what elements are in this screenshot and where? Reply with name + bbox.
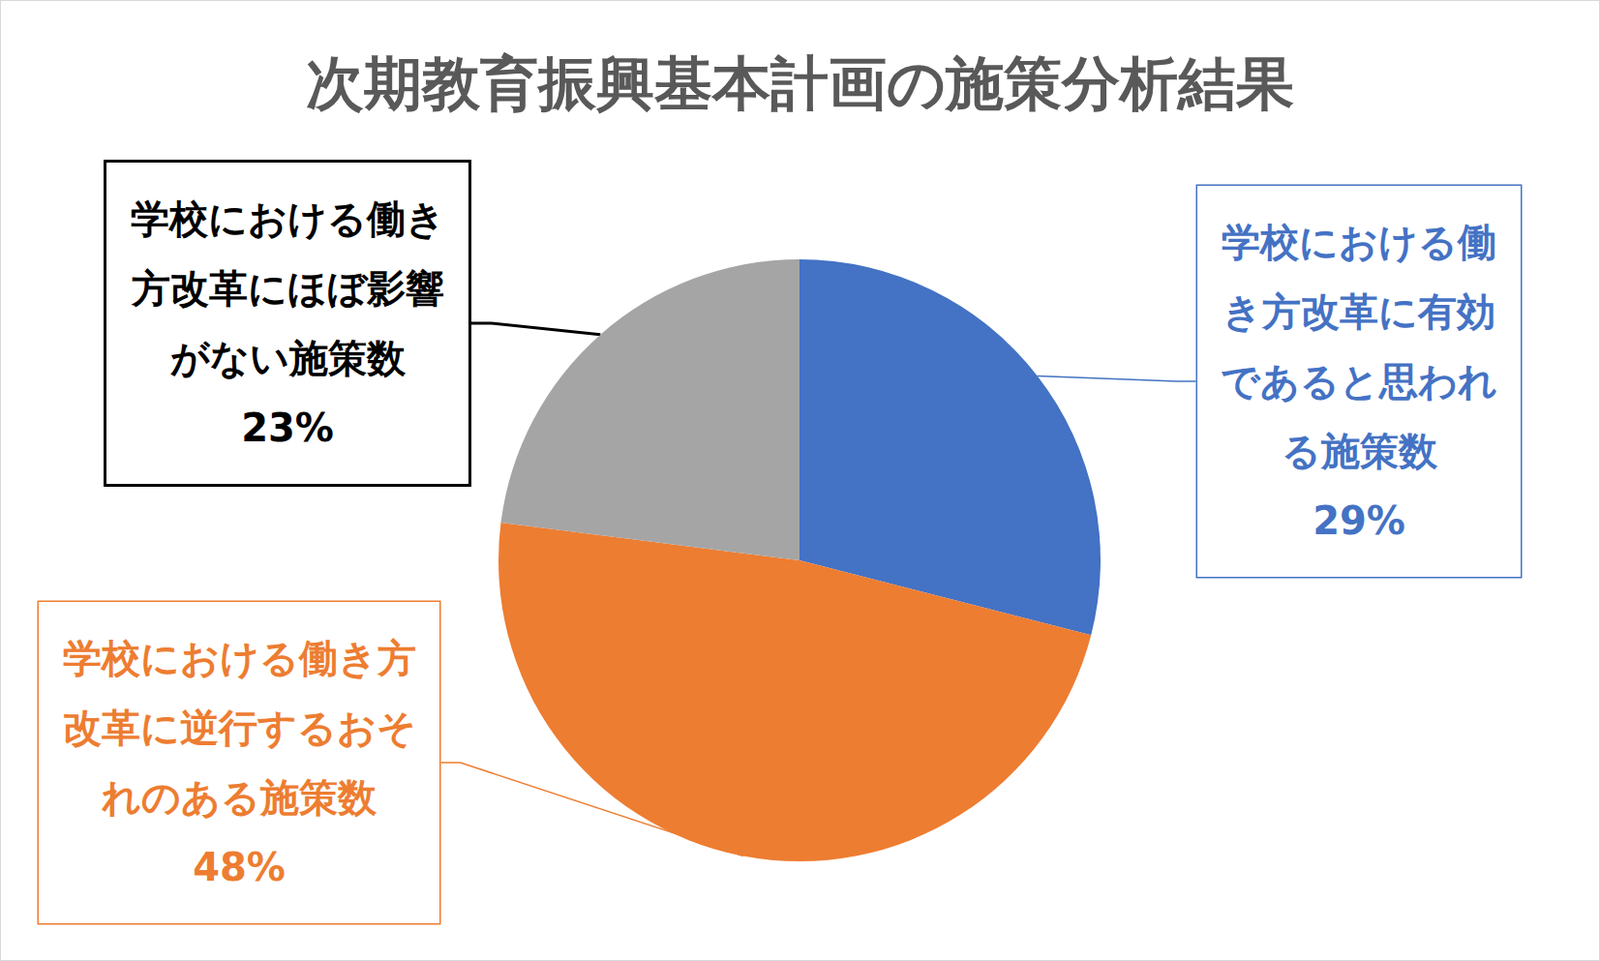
svg-text:方改革にほぼ影響: 方改革にほぼ影響 [130, 266, 445, 311]
svg-text:れのある施策数: れのある施策数 [101, 775, 378, 820]
svg-text:改革に逆行するおそ: 改革に逆行するおそ [62, 705, 417, 751]
svg-text:学校における働き: 学校における働き [130, 196, 446, 242]
svg-text:き方改革に有効: き方改革に有効 [1222, 289, 1496, 334]
svg-text:48%: 48% [192, 845, 286, 890]
svg-text:がない施策数: がない施策数 [170, 335, 407, 381]
svg-text:学校における働き方: 学校における働き方 [62, 635, 417, 681]
svg-text:であると思われ: であると思われ [1220, 359, 1498, 404]
svg-text:29%: 29% [1312, 498, 1406, 544]
svg-text:次期教育振興基本計画の施策分析結果: 次期教育振興基本計画の施策分析結果 [305, 49, 1295, 118]
svg-text:る施策数: る施策数 [1281, 428, 1439, 474]
svg-text:23%: 23% [241, 405, 334, 451]
svg-text:学校における働: 学校における働 [1221, 219, 1497, 265]
